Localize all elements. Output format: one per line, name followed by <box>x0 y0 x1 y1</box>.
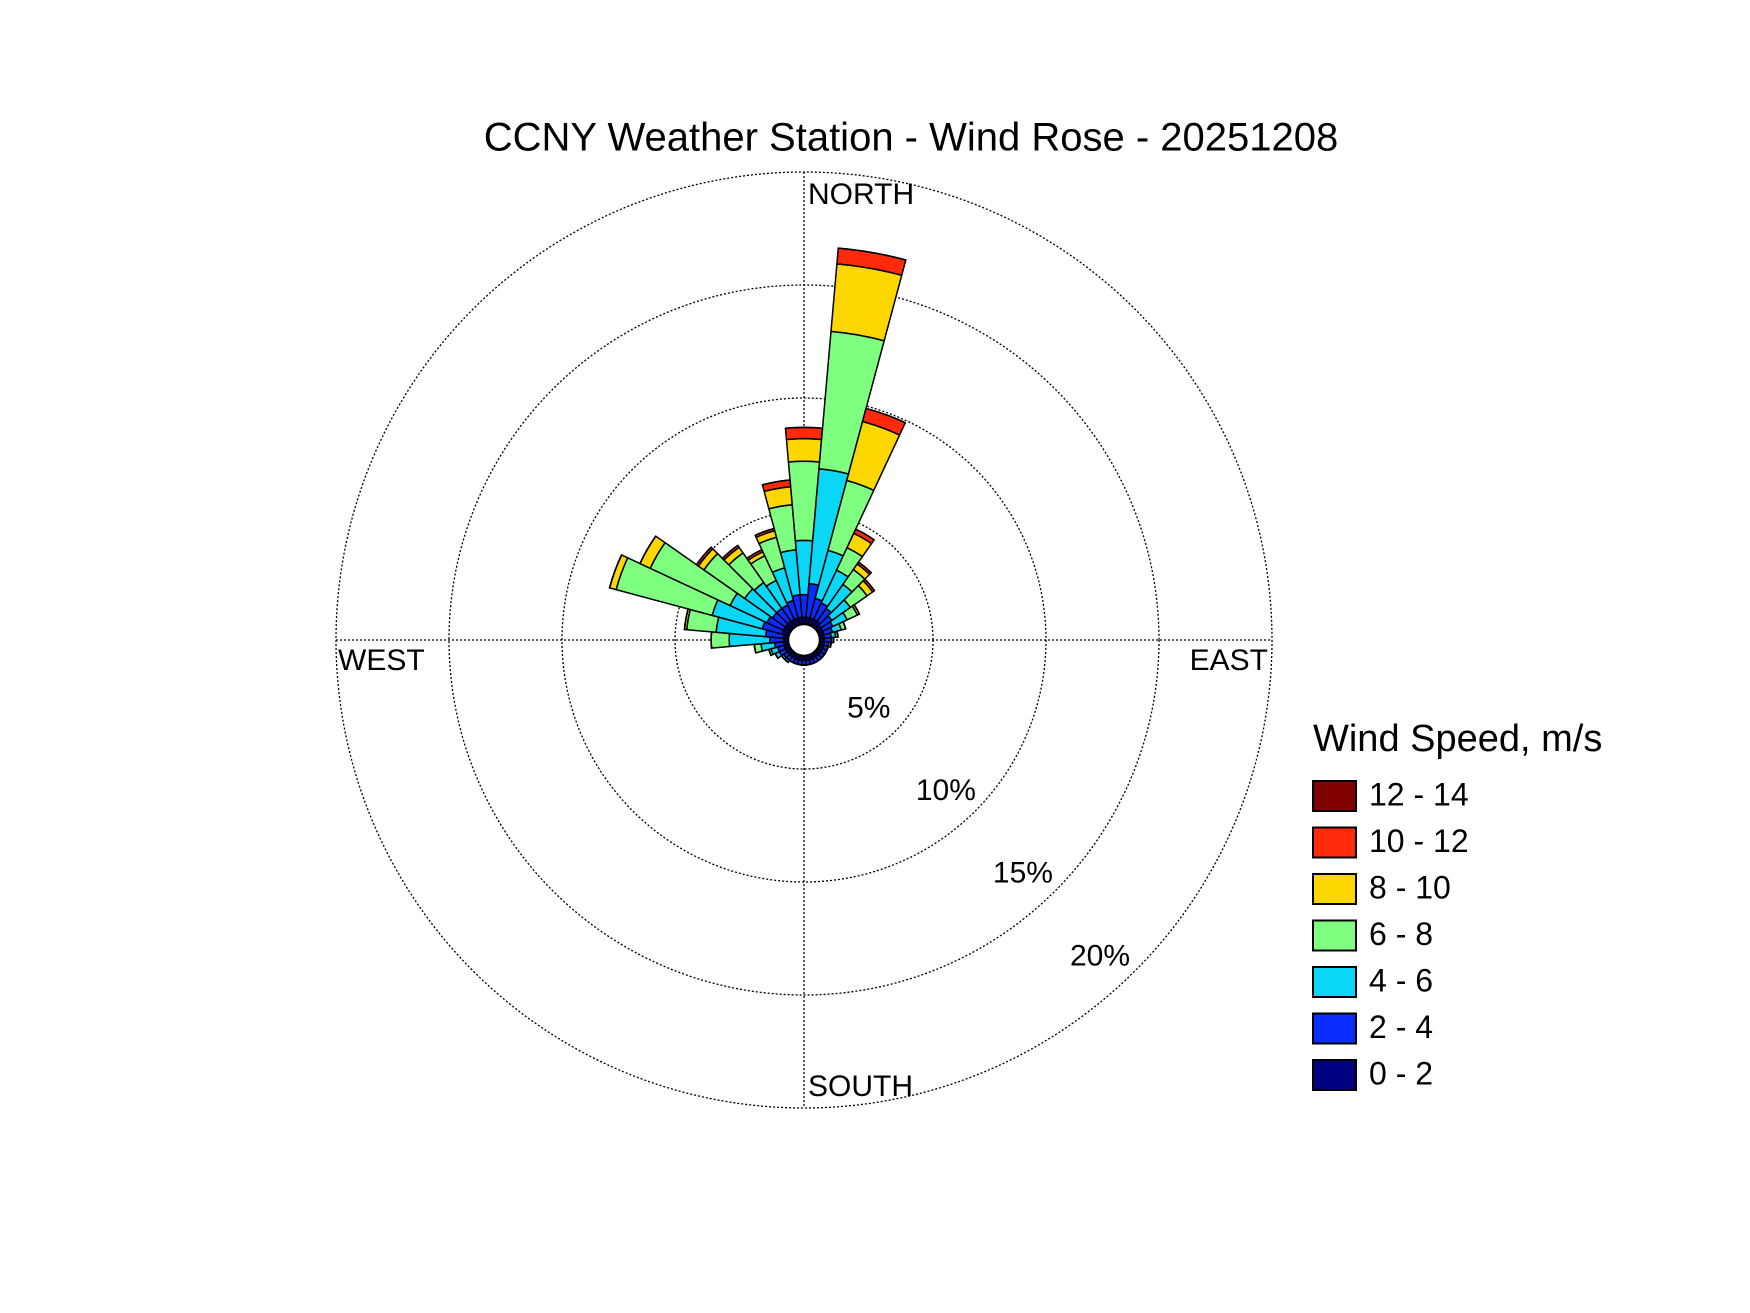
wedge <box>784 426 824 441</box>
r-tick-label: 20% <box>1070 939 1130 972</box>
grid <box>335 171 1273 1109</box>
wedge <box>853 604 861 615</box>
direction-label: EAST <box>1190 644 1268 677</box>
wedge <box>695 546 712 566</box>
wedge <box>836 630 839 638</box>
wedge <box>784 426 824 429</box>
wedge <box>710 631 731 649</box>
legend-swatch <box>1312 873 1357 905</box>
wedge <box>608 554 623 589</box>
wedge <box>830 263 903 342</box>
wedge <box>829 641 832 648</box>
direction-label: WEST <box>338 644 425 677</box>
legend-swatch <box>1312 1012 1357 1045</box>
wedge <box>837 247 907 261</box>
legend-title: Wind Speed, m/s <box>1313 718 1602 760</box>
wedge <box>854 528 875 541</box>
legend-swatch <box>1312 966 1357 998</box>
r-tick-label: 15% <box>993 857 1053 890</box>
direction-label: SOUTH <box>808 1070 913 1103</box>
wedge <box>842 621 847 630</box>
chart-title: CCNY Weather Station - Wind Rose - 20251… <box>484 116 1339 160</box>
center-hole <box>786 622 822 658</box>
grid-ring <box>335 171 1273 1109</box>
legend-label: 10 - 12 <box>1369 823 1469 859</box>
legend-label: 12 - 14 <box>1369 776 1469 812</box>
legend: 0 - 2 2 - 4 4 - 6 6 - 8 8 - 10 10 - 12 12 - 14 <box>1312 776 1469 1091</box>
grid-ring <box>448 284 1160 996</box>
wedge <box>865 407 907 424</box>
legend-label: 8 - 10 <box>1369 869 1451 905</box>
direction-label: NORTH <box>808 178 914 211</box>
legend-label: 2 - 4 <box>1369 1009 1433 1045</box>
legend-swatch <box>1312 919 1357 952</box>
wedge <box>857 561 872 574</box>
wedge <box>785 437 823 463</box>
legend-label: 4 - 6 <box>1369 962 1433 998</box>
r-tick-label: 10% <box>916 774 976 807</box>
r-tick-label: 5% <box>847 691 890 724</box>
wedge <box>721 544 739 560</box>
legend-label: 0 - 2 <box>1369 1055 1433 1091</box>
legend-swatch <box>1312 780 1357 812</box>
wedge <box>864 578 876 592</box>
legend-swatch <box>1312 826 1357 859</box>
wedge <box>639 535 657 565</box>
wedges <box>608 247 907 666</box>
legend-label: 6 - 8 <box>1369 916 1433 952</box>
wedge <box>761 479 791 486</box>
grid-ring <box>674 510 934 770</box>
legend-swatch <box>1312 1059 1357 1091</box>
grid-ring <box>561 397 1047 883</box>
